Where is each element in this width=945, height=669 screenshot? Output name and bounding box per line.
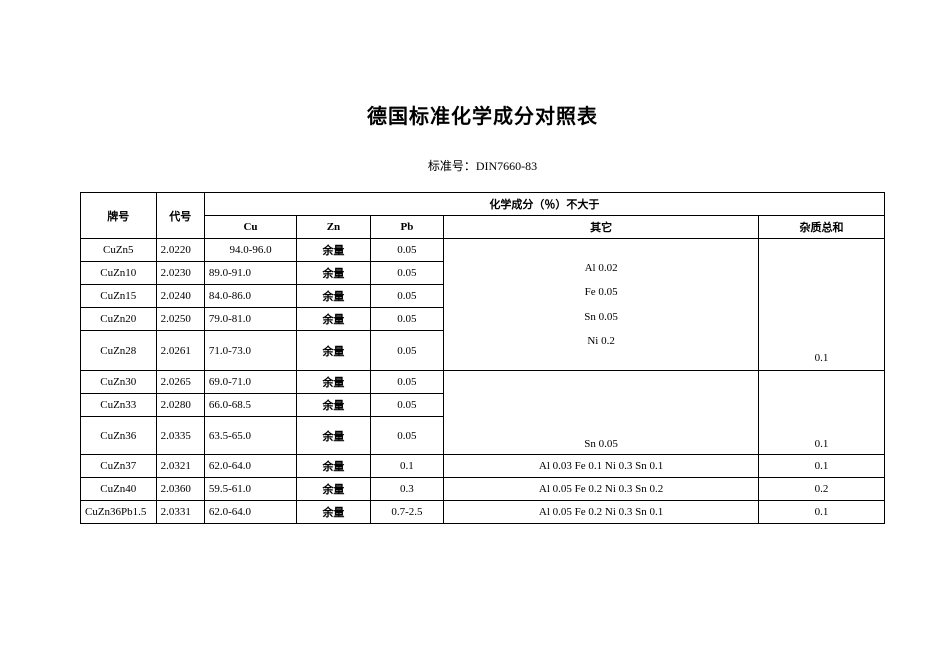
cell-zn: 余量 xyxy=(297,239,370,262)
standard-value: DIN7660-83 xyxy=(476,159,537,173)
cell-impurity: 0.1 xyxy=(759,501,885,524)
cell-grade: CuZn30 xyxy=(81,371,157,394)
cell-code: 2.0321 xyxy=(156,455,204,478)
cell-pb: 0.05 xyxy=(370,262,443,285)
cell-other-block1: Al 0.02 Fe 0.05 Sn 0.05 Ni 0.2 xyxy=(444,239,759,371)
composition-table: 牌号 代号 化学成分（％）不大于 Cu Zn Pb 其它 杂质总和 CuZn5 … xyxy=(80,192,885,524)
cell-grade: CuZn36Pb1.5 xyxy=(81,501,157,524)
cell-impurity-block1: 0.1 xyxy=(759,239,885,371)
cell-cu: 66.0-68.5 xyxy=(204,394,296,417)
cell-code: 2.0265 xyxy=(156,371,204,394)
cell-pb: 0.05 xyxy=(370,417,443,455)
cell-cu: 89.0-91.0 xyxy=(204,262,296,285)
cell-grade: CuZn33 xyxy=(81,394,157,417)
cell-cu: 94.0-96.0 xyxy=(204,239,296,262)
cell-code: 2.0240 xyxy=(156,285,204,308)
cell-zn: 余量 xyxy=(297,262,370,285)
cell-pb: 0.05 xyxy=(370,308,443,331)
header-zn: Zn xyxy=(297,216,370,239)
cell-code: 2.0335 xyxy=(156,417,204,455)
cell-pb: 0.05 xyxy=(370,285,443,308)
cell-other: Al 0.03 Fe 0.1 Ni 0.3 Sn 0.1 xyxy=(444,455,759,478)
cell-grade: CuZn28 xyxy=(81,331,157,371)
standard-label: 标准号： xyxy=(428,159,476,173)
cell-pb: 0.3 xyxy=(370,478,443,501)
header-impurity: 杂质总和 xyxy=(759,216,885,239)
header-grade: 牌号 xyxy=(81,193,157,239)
other-line: Sn 0.05 xyxy=(446,305,756,329)
table-row: CuZn37 2.0321 62.0-64.0 余量 0.1 Al 0.03 F… xyxy=(81,455,885,478)
cell-cu: 69.0-71.0 xyxy=(204,371,296,394)
cell-cu: 71.0-73.0 xyxy=(204,331,296,371)
cell-cu: 63.5-65.0 xyxy=(204,417,296,455)
cell-code: 2.0280 xyxy=(156,394,204,417)
header-cu: Cu xyxy=(204,216,296,239)
page-title: 德国标准化学成分对照表 xyxy=(80,100,885,129)
cell-zn: 余量 xyxy=(297,331,370,371)
cell-zn: 余量 xyxy=(297,285,370,308)
table-row: CuZn5 2.0220 94.0-96.0 余量 0.05 Al 0.02 F… xyxy=(81,239,885,262)
cell-code: 2.0261 xyxy=(156,331,204,371)
other-line: Ni 0.2 xyxy=(446,329,756,353)
header-chem-group: 化学成分（％）不大于 xyxy=(204,193,884,216)
cell-grade: CuZn36 xyxy=(81,417,157,455)
table-row: CuZn30 2.0265 69.0-71.0 余量 0.05 Sn 0.05 … xyxy=(81,371,885,394)
cell-cu: 84.0-86.0 xyxy=(204,285,296,308)
cell-cu: 62.0-64.0 xyxy=(204,501,296,524)
cell-other: Al 0.05 Fe 0.2 Ni 0.3 Sn 0.1 xyxy=(444,501,759,524)
cell-cu: 79.0-81.0 xyxy=(204,308,296,331)
cell-code: 2.0360 xyxy=(156,478,204,501)
other-line: Fe 0.05 xyxy=(446,280,756,304)
cell-grade: CuZn5 xyxy=(81,239,157,262)
cell-zn: 余量 xyxy=(297,455,370,478)
cell-zn: 余量 xyxy=(297,501,370,524)
cell-grade: CuZn40 xyxy=(81,478,157,501)
header-pb: Pb xyxy=(370,216,443,239)
table-row: CuZn36Pb1.5 2.0331 62.0-64.0 余量 0.7-2.5 … xyxy=(81,501,885,524)
cell-pb: 0.05 xyxy=(370,331,443,371)
cell-pb: 0.05 xyxy=(370,394,443,417)
cell-grade: CuZn10 xyxy=(81,262,157,285)
cell-cu: 62.0-64.0 xyxy=(204,455,296,478)
cell-impurity-block2: 0.1 xyxy=(759,371,885,455)
cell-grade: CuZn15 xyxy=(81,285,157,308)
cell-zn: 余量 xyxy=(297,478,370,501)
cell-cu: 59.5-61.0 xyxy=(204,478,296,501)
cell-impurity: 0.1 xyxy=(759,455,885,478)
cell-code: 2.0250 xyxy=(156,308,204,331)
cell-grade: CuZn20 xyxy=(81,308,157,331)
cell-other-block2: Sn 0.05 xyxy=(444,371,759,455)
header-other: 其它 xyxy=(444,216,759,239)
cell-zn: 余量 xyxy=(297,371,370,394)
cell-code: 2.0230 xyxy=(156,262,204,285)
standard-number: 标准号：DIN7660-83 xyxy=(80,157,885,174)
cell-zn: 余量 xyxy=(297,308,370,331)
cell-impurity: 0.2 xyxy=(759,478,885,501)
cell-pb: 0.05 xyxy=(370,371,443,394)
cell-zn: 余量 xyxy=(297,417,370,455)
cell-zn: 余量 xyxy=(297,394,370,417)
cell-pb: 0.05 xyxy=(370,239,443,262)
table-header-row: 牌号 代号 化学成分（％）不大于 xyxy=(81,193,885,216)
table-row: CuZn40 2.0360 59.5-61.0 余量 0.3 Al 0.05 F… xyxy=(81,478,885,501)
other-line: Al 0.02 xyxy=(446,256,756,280)
cell-pb: 0.7-2.5 xyxy=(370,501,443,524)
cell-grade: CuZn37 xyxy=(81,455,157,478)
cell-code: 2.0220 xyxy=(156,239,204,262)
header-code: 代号 xyxy=(156,193,204,239)
cell-code: 2.0331 xyxy=(156,501,204,524)
cell-other: Al 0.05 Fe 0.2 Ni 0.3 Sn 0.2 xyxy=(444,478,759,501)
cell-pb: 0.1 xyxy=(370,455,443,478)
